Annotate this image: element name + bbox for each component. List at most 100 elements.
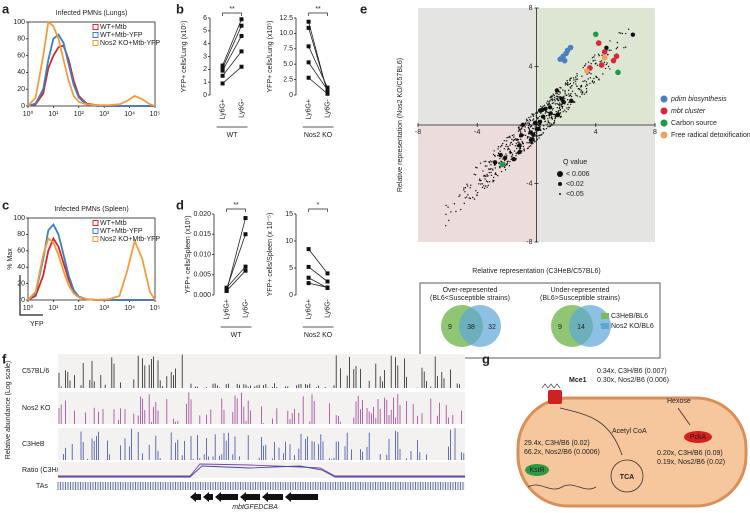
background-point <box>569 79 571 82</box>
background-point <box>564 93 566 95</box>
data-point <box>615 69 621 76</box>
background-point <box>607 53 609 56</box>
background-point <box>595 62 597 64</box>
background-point <box>583 65 586 67</box>
background-point <box>568 107 570 109</box>
background-point <box>533 132 535 134</box>
data-point <box>243 268 248 273</box>
x-tick-label: 10¹ <box>48 111 59 118</box>
background-point <box>519 143 522 146</box>
background-point <box>567 103 569 106</box>
panel-label: b <box>176 1 184 16</box>
background-point <box>550 117 553 119</box>
quadrant <box>536 125 655 242</box>
background-point <box>486 173 488 176</box>
data-point <box>306 264 311 269</box>
data-point <box>306 60 311 65</box>
data-point <box>220 73 225 78</box>
background-point <box>506 137 508 139</box>
venn-count: 32 <box>488 324 496 331</box>
background-point <box>550 124 553 126</box>
x-tick-label: 10² <box>74 305 85 312</box>
background-point <box>607 65 610 68</box>
ratio-line <box>58 465 465 478</box>
background-point <box>500 156 502 158</box>
background-point <box>479 162 482 164</box>
background-point <box>600 60 603 62</box>
background-point <box>558 96 560 98</box>
background-point <box>507 147 509 150</box>
background-point <box>538 134 541 137</box>
histogram-line <box>27 236 156 301</box>
background-point <box>490 163 492 166</box>
background-point <box>551 109 554 111</box>
background-point <box>558 104 561 107</box>
q-level: < 0.006 <box>566 171 590 178</box>
background-point <box>519 147 522 150</box>
background-point <box>488 161 491 164</box>
pair-line <box>222 25 242 69</box>
background-point <box>528 141 531 144</box>
background-point <box>483 185 485 187</box>
legend-swatch <box>92 220 99 226</box>
background-point <box>594 54 596 56</box>
mce-stat: 0.34x, C3H/B6 (0.007) <box>597 368 667 375</box>
background-point <box>537 118 539 120</box>
x-tick-label: 8 <box>653 129 657 136</box>
background-point <box>529 130 532 133</box>
legend-label: Nos2 KO+Mtb-YFP <box>100 40 160 47</box>
data-point <box>595 40 602 46</box>
background-point <box>580 91 582 93</box>
background-point <box>608 49 610 52</box>
pair-line <box>222 66 242 84</box>
background-point <box>497 148 499 150</box>
background-point <box>504 155 506 157</box>
background-point <box>529 118 531 121</box>
background-point <box>548 102 550 105</box>
background-point <box>484 165 487 167</box>
background-point <box>562 89 564 91</box>
background-point <box>593 77 595 80</box>
background-point <box>568 101 570 104</box>
background-point <box>479 179 481 182</box>
y-tick-label: 2 <box>203 66 207 73</box>
background-point <box>579 86 582 88</box>
background-point <box>548 101 550 103</box>
legend-label: WT+Mtb <box>100 220 127 227</box>
y-axis-label: YFP+ cells/Spleen (x 10⁻⁵) <box>267 213 274 297</box>
background-point <box>518 135 521 138</box>
group-label: Nos2 KO <box>304 332 333 339</box>
background-point <box>464 191 466 193</box>
background-point <box>482 170 484 172</box>
kstr <box>525 464 549 476</box>
background-point <box>492 153 495 156</box>
background-point <box>558 97 560 99</box>
panel-label: e <box>360 1 367 16</box>
significance-bracket <box>308 12 328 16</box>
background-point <box>515 154 517 157</box>
background-point <box>571 90 574 93</box>
background-point <box>498 166 501 168</box>
data-point <box>325 279 330 284</box>
background-point <box>604 45 609 51</box>
background-point <box>523 148 525 150</box>
background-point <box>500 170 503 173</box>
y-tick-label: 80 <box>17 231 25 238</box>
background-point <box>467 194 469 196</box>
background-point <box>481 183 483 185</box>
background-point <box>592 60 594 62</box>
background-point <box>550 123 553 125</box>
data-point <box>306 247 311 252</box>
histogram-line <box>27 20 156 107</box>
quadrant <box>418 8 537 125</box>
background-point <box>511 138 513 141</box>
legend-label: Nos2 KO/BL6 <box>611 323 654 330</box>
background-point <box>468 197 470 199</box>
background-point <box>517 149 522 155</box>
background-point <box>551 102 554 105</box>
background-point <box>589 77 592 79</box>
background-point <box>593 82 595 84</box>
x-tick-label: 10² <box>74 111 85 118</box>
background-point <box>539 127 541 129</box>
background-point <box>476 167 478 169</box>
